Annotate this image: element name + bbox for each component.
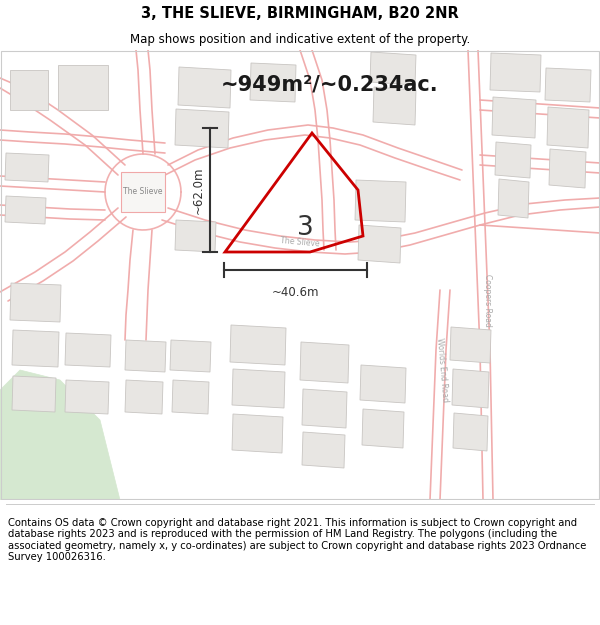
Text: Contains OS data © Crown copyright and database right 2021. This information is : Contains OS data © Crown copyright and d… bbox=[8, 518, 586, 562]
Polygon shape bbox=[12, 376, 56, 412]
Text: Worlds End Road: Worlds End Road bbox=[435, 338, 449, 402]
Polygon shape bbox=[5, 196, 46, 224]
Polygon shape bbox=[370, 52, 416, 85]
Polygon shape bbox=[178, 67, 231, 108]
Polygon shape bbox=[172, 380, 209, 414]
Polygon shape bbox=[232, 369, 285, 408]
Polygon shape bbox=[0, 370, 120, 500]
Polygon shape bbox=[230, 325, 286, 365]
Text: 3, THE SLIEVE, BIRMINGHAM, B20 2NR: 3, THE SLIEVE, BIRMINGHAM, B20 2NR bbox=[141, 6, 459, 21]
Text: ~62.0m: ~62.0m bbox=[191, 166, 205, 214]
Polygon shape bbox=[58, 65, 108, 110]
Polygon shape bbox=[490, 53, 541, 92]
Polygon shape bbox=[232, 414, 283, 453]
Polygon shape bbox=[358, 225, 401, 263]
Text: Map shows position and indicative extent of the property.: Map shows position and indicative extent… bbox=[130, 32, 470, 46]
Polygon shape bbox=[498, 179, 529, 218]
Polygon shape bbox=[10, 283, 61, 322]
Polygon shape bbox=[302, 432, 345, 468]
Polygon shape bbox=[121, 172, 165, 212]
Polygon shape bbox=[175, 220, 216, 252]
Polygon shape bbox=[10, 70, 48, 110]
Polygon shape bbox=[170, 340, 211, 372]
Polygon shape bbox=[65, 333, 111, 367]
Polygon shape bbox=[545, 68, 591, 102]
Polygon shape bbox=[492, 97, 536, 138]
Text: ~949m²/~0.234ac.: ~949m²/~0.234ac. bbox=[221, 75, 439, 95]
Polygon shape bbox=[452, 369, 489, 408]
Polygon shape bbox=[495, 142, 531, 178]
Polygon shape bbox=[453, 413, 488, 451]
Polygon shape bbox=[125, 380, 163, 414]
Polygon shape bbox=[302, 389, 347, 428]
Polygon shape bbox=[12, 330, 59, 367]
Polygon shape bbox=[362, 409, 404, 448]
Text: The Slieve: The Slieve bbox=[280, 236, 320, 248]
Polygon shape bbox=[549, 149, 586, 188]
Polygon shape bbox=[125, 340, 166, 372]
Polygon shape bbox=[355, 180, 406, 222]
Polygon shape bbox=[547, 107, 589, 148]
Polygon shape bbox=[450, 327, 491, 363]
Polygon shape bbox=[250, 63, 296, 102]
Polygon shape bbox=[300, 342, 349, 383]
Polygon shape bbox=[360, 365, 406, 403]
Polygon shape bbox=[373, 87, 416, 125]
Polygon shape bbox=[5, 153, 49, 182]
Polygon shape bbox=[65, 380, 109, 414]
Text: 3: 3 bbox=[296, 215, 313, 241]
Polygon shape bbox=[175, 109, 229, 148]
Text: The Slieve: The Slieve bbox=[123, 188, 163, 196]
Text: ~40.6m: ~40.6m bbox=[272, 286, 319, 299]
Text: Coopers Road: Coopers Road bbox=[483, 274, 492, 326]
